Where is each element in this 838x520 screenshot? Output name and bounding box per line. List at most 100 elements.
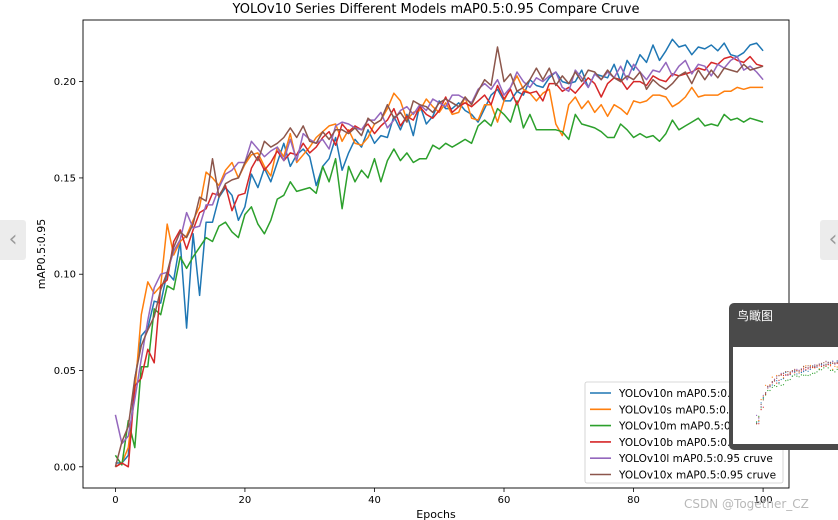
- thumbnail-dot: [762, 406, 764, 408]
- thumbnail-dot: [803, 369, 805, 371]
- thumbnail-dot: [776, 374, 778, 377]
- thumbnail-dot: [829, 361, 832, 363]
- thumbnail-dot: [758, 420, 760, 422]
- thumbnail-dot: [812, 366, 814, 368]
- thumbnail-dot: [809, 368, 811, 370]
- thumbnail-dot: [778, 374, 780, 377]
- thumbnail-dot: [823, 362, 825, 364]
- thumbnail-dot: [769, 384, 771, 386]
- thumbnail-dot: [767, 389, 769, 392]
- next-image-button[interactable]: ‹: [820, 220, 838, 260]
- thumbnail-dot: [778, 379, 780, 381]
- thumbnail-dot: [812, 365, 814, 367]
- thumbnail-dot: [820, 362, 823, 364]
- thumbnail-dot: [778, 381, 780, 384]
- thumbnail-dot: [785, 374, 787, 376]
- thumbnail-dot: [809, 366, 811, 368]
- thumbnail-dot: [827, 367, 829, 369]
- thumbnail-dot: [780, 378, 782, 381]
- thumbnail-dot: [782, 377, 785, 379]
- x-tick-label: 20: [239, 495, 252, 506]
- thumbnail-dot: [756, 423, 758, 425]
- thumbnail-dot: [760, 402, 762, 404]
- thumbnail-dot: [771, 376, 773, 378]
- thumbnail-dot: [814, 365, 816, 367]
- thumbnail-dot: [794, 374, 796, 376]
- thumbnail-dot: [798, 376, 800, 378]
- thumbnail-dot: [820, 365, 823, 367]
- thumbnail-dot: [798, 372, 800, 374]
- overview-panel[interactable]: 鸟瞰图: [729, 303, 838, 450]
- thumbnail-dot: [832, 369, 834, 371]
- thumbnail-dot: [789, 378, 791, 381]
- thumbnail-dot: [807, 374, 809, 377]
- thumbnail-dot: [758, 416, 760, 418]
- x-tick-label: 60: [498, 495, 511, 506]
- thumbnail-dot: [758, 423, 760, 425]
- thumbnail-dot: [782, 374, 785, 377]
- thumbnail-dot: [767, 385, 769, 388]
- thumbnail-dot: [765, 392, 767, 394]
- thumbnail-dot: [809, 374, 811, 376]
- thumbnail-dot: [807, 365, 809, 367]
- thumbnail-dot: [780, 374, 782, 376]
- thumbnail-dot: [778, 383, 780, 385]
- thumbnail-dot: [794, 369, 796, 371]
- thumbnail-dot: [762, 396, 764, 399]
- x-tick-label: 40: [368, 495, 381, 506]
- thumbnail-dot: [798, 370, 800, 372]
- thumbnail-dot: [816, 364, 818, 366]
- x-tick-label: 80: [627, 495, 640, 506]
- thumbnail-dot: [807, 370, 809, 372]
- thumbnail-dot: [803, 368, 805, 370]
- thumbnail-dot: [776, 380, 778, 382]
- thumbnail-dot: [834, 362, 836, 364]
- thumbnail-dot: [818, 369, 820, 371]
- thumbnail-dot: [829, 369, 832, 371]
- thumbnail-dot: [758, 421, 760, 423]
- thumbnail-dot: [756, 414, 758, 416]
- thumbnail-dot: [814, 367, 816, 369]
- thumbnail-dot: [814, 372, 816, 374]
- thumbnail-dot: [823, 364, 825, 366]
- thumbnail-dot: [803, 374, 805, 376]
- thumbnail-dot: [787, 379, 789, 381]
- thumbnail-dot: [814, 364, 816, 366]
- overview-title: 鸟瞰图: [737, 309, 774, 323]
- y-axis: 0.00 0.05 0.10 0.15 0.20: [54, 77, 83, 473]
- thumbnail-dot: [800, 371, 802, 374]
- thumbnail-dot: [818, 363, 820, 365]
- thumbnail-dot: [771, 386, 773, 388]
- thumbnail-dot: [816, 371, 818, 373]
- thumbnail-dot: [829, 363, 832, 365]
- watermark: CSDN @Together_CZ: [684, 497, 809, 511]
- thumbnail-dot: [758, 415, 760, 417]
- thumbnail-dot: [827, 364, 829, 366]
- previous-image-button[interactable]: ‹: [0, 220, 26, 260]
- overview-thumbnail[interactable]: [733, 347, 838, 444]
- thumbnail-dot: [769, 389, 771, 392]
- thumbnail-dot: [773, 378, 776, 381]
- thumbnail-dot: [829, 364, 832, 366]
- thumbnail-dot: [800, 370, 802, 372]
- thumbnail-dot: [807, 368, 809, 370]
- thumbnail-dot: [805, 369, 807, 371]
- thumbnail-dot: [818, 368, 820, 370]
- thumbnail-dot: [765, 394, 767, 396]
- thumbnail-dot: [789, 371, 791, 373]
- legend-label: YOLOv10l mAP0.5:0.95 cruve: [618, 453, 773, 465]
- thumbnail-dot: [834, 365, 836, 367]
- thumbnail-dot: [823, 367, 825, 369]
- thumbnail-dot: [776, 385, 778, 388]
- thumbnail-dot: [789, 372, 791, 374]
- thumbnail-dot: [834, 363, 836, 365]
- thumbnail-dot: [789, 373, 791, 375]
- thumbnail-dot: [782, 372, 785, 374]
- thumbnail-dot: [818, 365, 820, 367]
- thumbnail-dot: [820, 369, 823, 371]
- series-line-0: [115, 38, 764, 464]
- y-tick-label: 0.20: [54, 77, 76, 88]
- thumbnail-dot: [809, 364, 811, 367]
- x-tick-label: 100: [754, 495, 773, 506]
- thumbnail-dot: [827, 361, 829, 363]
